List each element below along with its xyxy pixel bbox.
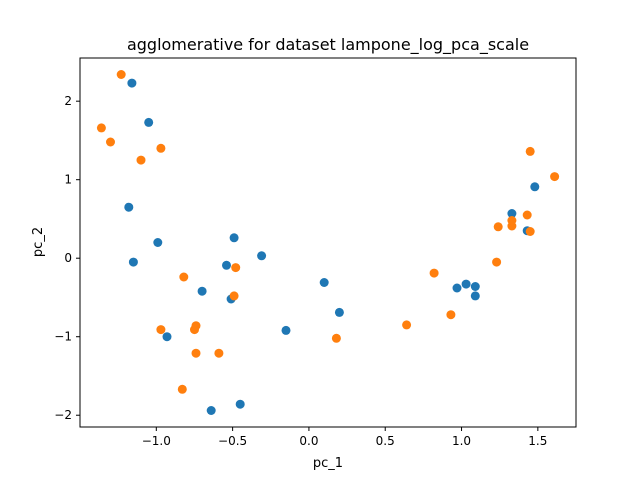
scatter-point-s0-4 xyxy=(128,257,138,267)
scatter-point-s0-6 xyxy=(197,286,207,296)
chart-title: agglomerative for dataset lampone_log_pc… xyxy=(127,35,529,55)
scatter-point-s0-1 xyxy=(144,117,154,127)
y-axis: −2 −1 0 1 2 xyxy=(54,94,80,422)
scatter-point-s0-18 xyxy=(470,282,480,291)
scatter-point-s1-16 xyxy=(429,268,439,278)
scatter-point-s0-7 xyxy=(222,260,231,270)
scatter-point-s1-4 xyxy=(156,143,166,153)
y-tick-label: −2 xyxy=(54,408,72,422)
scatter-point-s1-6 xyxy=(231,263,241,273)
x-tick-label: 1.5 xyxy=(528,434,547,448)
scatter-point-s1-25 xyxy=(550,172,560,182)
scatter-point-s1-3 xyxy=(136,155,146,165)
scatter-point-s1-14 xyxy=(331,333,341,343)
scatter-point-s1-17 xyxy=(446,310,456,320)
scatter-point-s1-13 xyxy=(177,384,187,394)
scatter-point-s1-22 xyxy=(522,210,532,220)
scatter-point-s1-21 xyxy=(507,216,517,225)
scatter-point-s1-11 xyxy=(191,348,201,358)
scatter-point-s1-24 xyxy=(525,146,535,156)
scatter-point-s1-23 xyxy=(525,227,535,236)
scatter-point-s1-18 xyxy=(492,257,502,267)
scatter-point-s1-15 xyxy=(402,320,412,330)
scatter-point-s0-9 xyxy=(229,233,239,243)
scatter-point-s1-19 xyxy=(493,222,503,232)
scatter-point-s1-12 xyxy=(214,348,224,358)
scatter-point-s1-1 xyxy=(96,123,106,133)
plot-frame xyxy=(79,57,577,428)
scatter-point-s0-13 xyxy=(281,325,291,335)
scatter-point-s0-15 xyxy=(334,307,344,317)
scatter-point-s0-0 xyxy=(127,78,137,88)
scatter-point-s0-12 xyxy=(235,399,245,409)
scatter-point-s1-7 xyxy=(229,291,239,301)
scatter-point-s0-16 xyxy=(452,283,462,293)
scatter-point-s1-5 xyxy=(179,272,189,282)
x-axis: −1.0 −0.5 0.0 0.5 1.0 1.5 xyxy=(142,427,547,448)
y-tick-label: −1 xyxy=(54,330,72,344)
scatter-point-s0-22 xyxy=(530,182,540,192)
y-tick-label: 0 xyxy=(64,251,72,265)
scatter-point-s0-3 xyxy=(153,238,163,247)
scatter-point-s1-0 xyxy=(116,70,126,79)
x-tick-label: 1.0 xyxy=(452,434,471,448)
scatter-point-s0-14 xyxy=(319,278,329,287)
scatter-point-s0-11 xyxy=(206,406,216,415)
data-points xyxy=(96,70,560,415)
scatter-point-s0-2 xyxy=(124,202,134,212)
scatter-point-s0-19 xyxy=(470,291,480,301)
x-tick-label: −1.0 xyxy=(142,434,171,448)
scatter-point-s1-10 xyxy=(190,325,199,335)
scatter-point-s0-20 xyxy=(507,209,517,218)
scatter-point-s0-5 xyxy=(162,332,172,342)
scatter-point-s0-10 xyxy=(257,251,267,261)
y-axis-label: pc_2 xyxy=(31,227,46,257)
x-tick-label: −0.5 xyxy=(218,434,247,448)
scatter-point-s1-8 xyxy=(156,325,166,335)
y-tick-label: 2 xyxy=(64,94,72,108)
scatter-point-s1-2 xyxy=(106,137,115,147)
y-tick-label: 1 xyxy=(64,173,72,187)
x-tick-label: 0.0 xyxy=(299,434,318,448)
scatter-point-s0-17 xyxy=(461,279,471,289)
x-tick-label: 0.5 xyxy=(376,434,395,448)
x-axis-label: pc_1 xyxy=(313,456,343,471)
